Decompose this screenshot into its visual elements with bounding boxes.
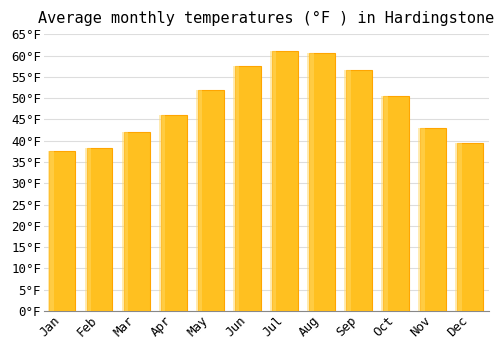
Bar (307, 54, 314, 311)
Bar (420, 128, 446, 311)
Bar (383, 96, 409, 311)
Bar (233, 66, 239, 311)
Bar (344, 70, 350, 311)
Bar (198, 90, 224, 311)
Bar (124, 132, 150, 311)
Bar (346, 70, 372, 311)
Bar (418, 128, 425, 311)
Bar (159, 115, 165, 311)
Bar (122, 132, 128, 311)
Title: Average monthly temperatures (°F ) in Hardingstone: Average monthly temperatures (°F ) in Ha… (38, 11, 494, 26)
Bar (86, 148, 113, 311)
Bar (160, 115, 186, 311)
Bar (270, 51, 276, 311)
Bar (456, 143, 462, 311)
Bar (272, 51, 298, 311)
Bar (84, 148, 91, 311)
Bar (50, 151, 76, 311)
Bar (309, 54, 335, 311)
Bar (235, 66, 261, 311)
Bar (458, 143, 483, 311)
Bar (196, 90, 202, 311)
Bar (48, 151, 54, 311)
Bar (382, 96, 388, 311)
